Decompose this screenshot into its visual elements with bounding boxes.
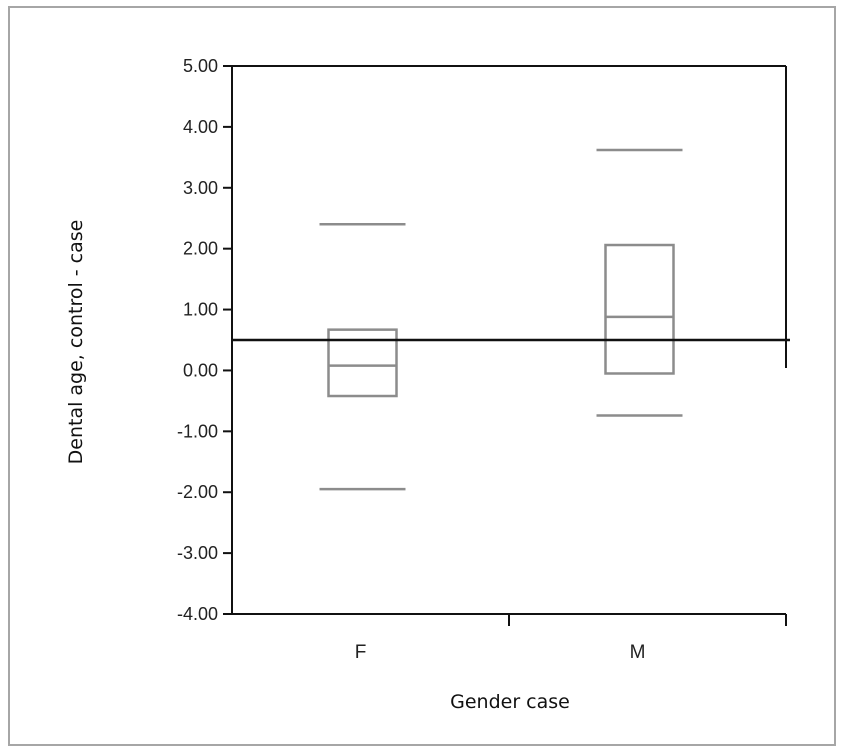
boxplot-chart: 5.00 4.00 3.00 2.00 1.00 0.00 -1.00 -2.00 -3.00 -…	[65, 56, 790, 713]
box-iqr-F	[327, 328, 398, 398]
figure-frame	[8, 6, 836, 746]
x-axis-title: Gender case	[450, 691, 570, 713]
x-category-label: M	[630, 642, 646, 663]
y-tick-label: -4.00	[177, 604, 218, 624]
y-tick-label: 2.00	[183, 239, 218, 259]
y-tick-label: 4.00	[183, 117, 218, 137]
y-tick-label: 5.00	[183, 56, 218, 76]
y-tick-label: -3.00	[177, 543, 218, 563]
box-iqr-M	[604, 243, 675, 375]
y-axis-title: Dental age, control - case	[65, 220, 87, 465]
y-tick-label: 3.00	[183, 178, 218, 198]
x-category-label: F	[355, 642, 367, 663]
y-tick-label: 0.00	[183, 360, 218, 380]
y-tick-label: -2.00	[177, 482, 218, 502]
y-tick-label: -1.00	[177, 421, 218, 441]
y-tick-label: 1.00	[183, 300, 218, 320]
plot-area: 5.00 4.00 3.00 2.00 1.00 0.00 -1.00 -2.00 -3.00 -…	[177, 56, 790, 663]
